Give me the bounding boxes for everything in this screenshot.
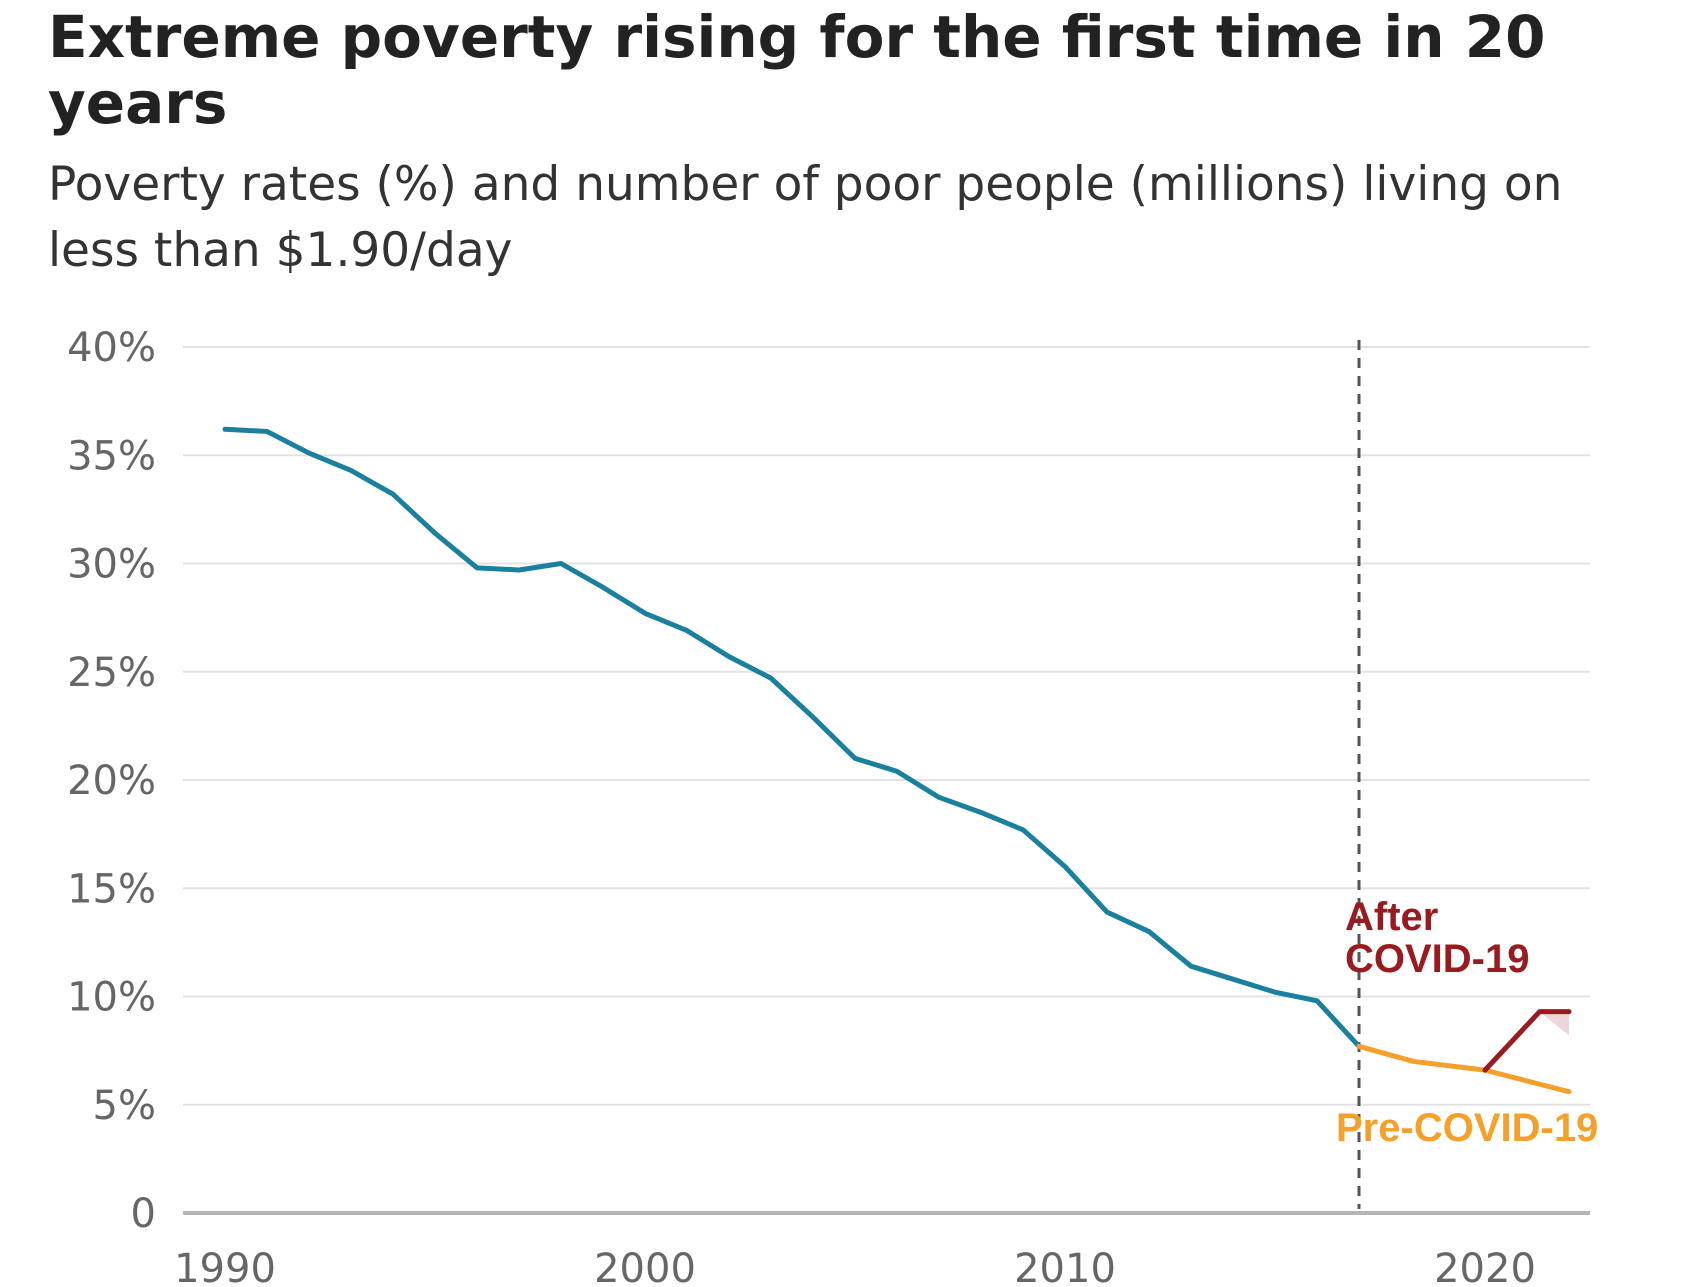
x-tick-label: 2020 (1434, 1246, 1536, 1287)
after-covid-19-line (1482, 1009, 1572, 1073)
pre-covid-19-line (1356, 1043, 1572, 1095)
pre-covid-label: Pre-COVID-19 (1336, 1106, 1598, 1150)
y-tick-label: 25% (67, 650, 156, 696)
after-covid-label-line-2: COVID-19 (1345, 937, 1530, 981)
gridlines (183, 346, 1590, 1106)
y-tick-label: 30% (67, 542, 156, 588)
after-covid-range-band (1539, 1011, 1569, 1036)
y-axis-tick-labels: 0 5% 10% 15% 20% 25% 30% 35% 40% (67, 325, 156, 1237)
chart-subtitle: Poverty rates (%) and number of poor peo… (48, 157, 1563, 278)
y-tick-label: 35% (67, 433, 156, 479)
y-tick-label: 40% (67, 325, 156, 371)
y-tick-label: 5% (93, 1083, 156, 1129)
x-tick-label: 2000 (594, 1246, 696, 1287)
x-tick-label: 2010 (1014, 1246, 1116, 1287)
after-covid-label-line-1: After (1345, 895, 1438, 939)
y-tick-label: 15% (67, 866, 156, 912)
y-tick-label: 10% (67, 975, 156, 1021)
historical-poverty-line (222, 426, 1362, 1049)
x-axis-tick-labels: 1990 2000 2010 2020 (174, 1246, 1536, 1287)
chart-title: Extreme poverty rising for the first tim… (48, 3, 1546, 137)
x-tick-label: 1990 (174, 1246, 276, 1287)
y-tick-label: 0 (131, 1191, 156, 1237)
series-lines (222, 426, 1572, 1095)
y-tick-label: 20% (67, 758, 156, 804)
